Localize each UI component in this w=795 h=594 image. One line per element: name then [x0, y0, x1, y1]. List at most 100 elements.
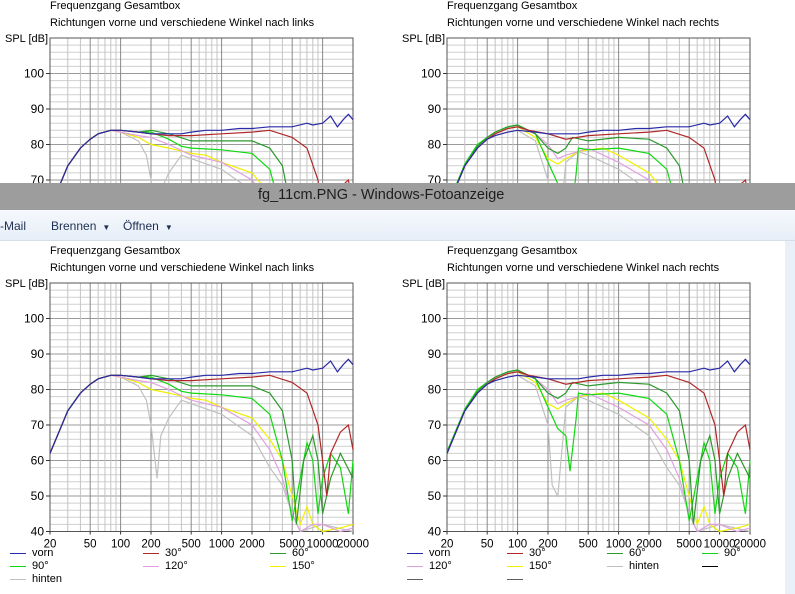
legend-swatch	[507, 578, 523, 580]
window-titlebar[interactable]: fg_11cm.PNG - Windows-Fotoanzeige	[0, 183, 795, 210]
y-tick-label: 60	[428, 454, 442, 468]
legend-label: 30°	[165, 547, 182, 559]
x-tick-label: 2000	[239, 539, 265, 551]
chevron-down-icon: ▼	[102, 223, 111, 232]
chart-title: Frequenzgang Gesamtbox	[50, 245, 181, 257]
series-line-60°	[59, 129, 287, 183]
legend-swatch	[407, 552, 423, 554]
x-tick-label: 20	[44, 539, 57, 551]
legend-swatch	[407, 578, 423, 580]
y-tick-label: 80	[31, 138, 45, 152]
x-tick-label: 2000	[636, 539, 662, 551]
legend-swatch	[507, 565, 523, 567]
legend-item: vorn	[407, 547, 450, 559]
y-tick-label: 80	[428, 138, 442, 152]
x-tick-label: 500	[182, 539, 201, 551]
series-line-hinten	[59, 129, 243, 183]
legend-swatch	[407, 565, 423, 567]
chart-subtitle: Richtungen vorne und verschiedene Winkel…	[50, 17, 315, 29]
y-tick-label: 40	[428, 525, 442, 539]
legend-item: 150°	[507, 560, 552, 572]
legend-swatch	[702, 565, 718, 567]
x-tick-label: 100	[508, 539, 527, 551]
x-tick-label: 200	[538, 539, 557, 551]
chart-right-background: Frequenzgang Gesamtbox Richtungen vorne u…	[397, 0, 792, 183]
series-line-vorn	[59, 113, 354, 183]
series-line-30°	[446, 371, 751, 497]
legend-label: 120°	[165, 560, 188, 572]
legend-item: 60°	[607, 547, 646, 559]
x-tick-label: 20	[441, 539, 454, 551]
legend-swatch	[702, 552, 718, 554]
legend-swatch	[10, 578, 26, 580]
series-line-hinten	[456, 129, 640, 183]
x-tick-label: 1000	[209, 539, 235, 551]
series-line-vorn	[446, 358, 751, 454]
chart-subtitle: Richtungen vorne und verschiedene Winkel…	[50, 262, 315, 274]
open-button[interactable]: Öffnen ▼	[123, 219, 173, 233]
x-tick-label: 1000	[606, 539, 632, 551]
legend-label: hinten	[32, 573, 62, 585]
legend-item: hinten	[607, 560, 659, 572]
series-line-60°	[456, 124, 684, 183]
legend-label: 150°	[292, 560, 315, 572]
chart-right: Frequenzgang Gesamtbox Richtungen vorne u…	[397, 241, 792, 591]
x-tick-label: 500	[579, 539, 598, 551]
legend-swatch	[607, 565, 623, 567]
plot-frame	[49, 282, 354, 532]
chart-left-background: Frequenzgang Gesamtbox Richtungen vorne u…	[0, 0, 395, 183]
series-line-30°	[456, 126, 747, 183]
legend-item	[702, 560, 724, 572]
legend-label: vorn	[429, 547, 451, 559]
email-button[interactable]: -Mail	[0, 219, 26, 233]
legend-item: hinten	[10, 573, 62, 585]
series-line-90°	[49, 374, 354, 522]
y-axis-label: SPL [dB]	[402, 33, 446, 45]
x-tick-label: 10000	[307, 539, 339, 551]
burn-label: Brennen	[51, 219, 97, 233]
chart-title: Frequenzgang Gesamtbox	[447, 0, 578, 12]
legend-label: 90°	[724, 547, 741, 559]
x-tick-label: 10000	[704, 539, 736, 551]
legend-item	[407, 573, 429, 585]
series-line-90°	[446, 369, 751, 522]
y-tick-label: 80	[428, 383, 442, 397]
x-tick-label: 5000	[279, 539, 305, 551]
y-tick-label: 80	[31, 383, 45, 397]
y-tick-label: 90	[428, 102, 442, 116]
series-line-90°	[59, 129, 275, 183]
photo-viewer-content: Frequenzgang Gesamtbox Richtungen vorne u…	[0, 241, 795, 594]
y-axis-label: SPL [dB]	[5, 33, 49, 45]
legend-item: 120°	[407, 560, 452, 572]
y-tick-label: 60	[31, 454, 45, 468]
legend-label: 120°	[429, 560, 452, 572]
burn-button[interactable]: Brennen ▼	[51, 219, 110, 233]
side-panel-edge	[785, 241, 795, 594]
y-tick-label: 50	[31, 489, 45, 503]
legend-item: 30°	[143, 547, 182, 559]
y-tick-label: 90	[428, 347, 442, 361]
chart-title: Frequenzgang Gesamtbox	[447, 245, 578, 257]
x-tick-label: 50	[84, 539, 97, 551]
legend-item: 60°	[270, 547, 309, 559]
chevron-down-icon: ▼	[164, 223, 173, 232]
series-line-60°	[446, 369, 751, 525]
window-title: fg_11cm.PNG - Windows-Fotoanzeige	[258, 187, 505, 203]
legend-label: 30°	[529, 547, 546, 559]
open-label: Öffnen	[123, 219, 159, 233]
legend-label: vorn	[32, 547, 54, 559]
legend-swatch	[143, 552, 159, 554]
background-window: Frequenzgang Gesamtbox Richtungen vorne u…	[0, 0, 795, 183]
y-tick-label: 70	[428, 173, 442, 183]
legend-swatch	[270, 565, 286, 567]
y-tick-label: 90	[31, 347, 45, 361]
plot-area: 4050607080901002050100200500100020005000…	[24, 37, 354, 183]
y-tick-label: 70	[31, 418, 45, 432]
series-line-vorn	[49, 358, 354, 454]
legend-swatch	[270, 552, 286, 554]
y-tick-label: 100	[421, 312, 441, 326]
legend-item: 150°	[270, 560, 315, 572]
legend-item	[507, 573, 529, 585]
plot-frame	[49, 37, 354, 183]
